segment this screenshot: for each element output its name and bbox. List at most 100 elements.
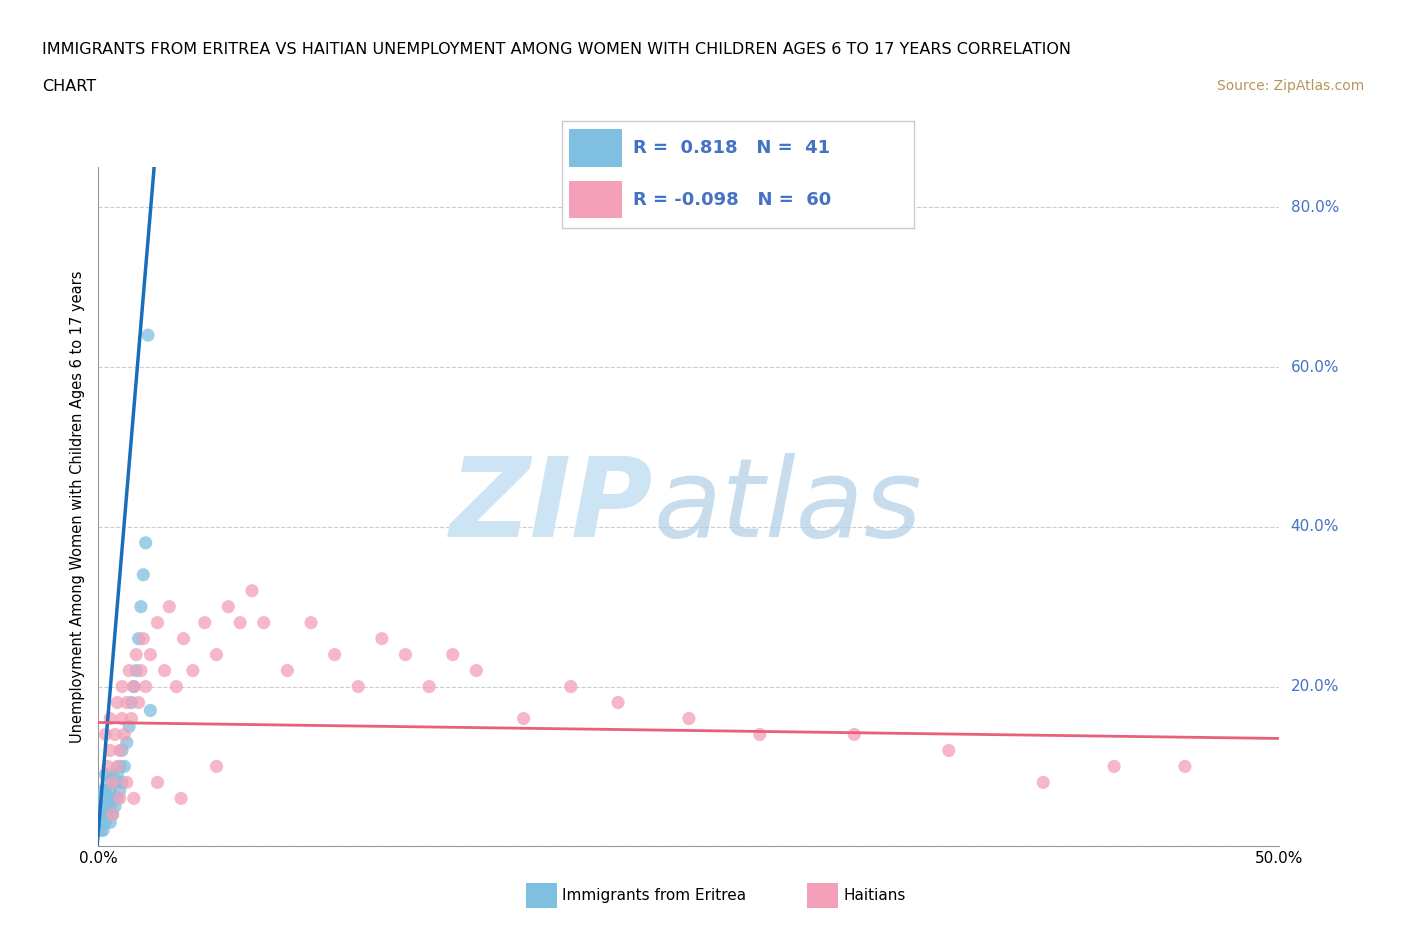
Point: [129, 663, 152, 678]
Point: [139, 703, 162, 718]
Point: [94, 799, 117, 814]
Point: [101, 807, 124, 822]
Point: [115, 695, 138, 710]
Point: [1174, 759, 1197, 774]
FancyBboxPatch shape: [569, 180, 621, 219]
Point: [135, 536, 157, 551]
Text: 40.0%: 40.0%: [1291, 519, 1339, 535]
FancyBboxPatch shape: [569, 129, 621, 166]
Point: [90, 799, 112, 814]
Point: [90, 815, 112, 830]
Point: [91, 823, 114, 838]
Point: [938, 743, 960, 758]
Point: [105, 767, 128, 782]
Point: [94, 783, 117, 798]
Point: [91, 783, 114, 798]
Point: [98, 743, 121, 758]
Text: ZIP: ZIP: [450, 453, 654, 561]
Point: [104, 799, 127, 814]
Point: [115, 735, 138, 750]
Point: [1102, 759, 1125, 774]
Point: [121, 695, 143, 710]
Point: [136, 327, 159, 342]
Text: R = -0.098   N =  60: R = -0.098 N = 60: [633, 191, 831, 208]
Point: [157, 599, 180, 614]
Text: IMMIGRANTS FROM ERITREA VS HAITIAN UNEMPLOYMENT AMONG WOMEN WITH CHILDREN AGES 6: IMMIGRANTS FROM ERITREA VS HAITIAN UNEMP…: [42, 42, 1071, 57]
Point: [128, 695, 150, 710]
Point: [128, 631, 150, 646]
Text: CHART: CHART: [42, 79, 96, 94]
Point: [465, 663, 488, 678]
Text: Haitians: Haitians: [844, 888, 905, 903]
Point: [90, 807, 112, 822]
Point: [94, 727, 117, 742]
Point: [253, 616, 276, 631]
Point: [108, 743, 131, 758]
Point: [97, 790, 120, 805]
Point: [132, 567, 155, 582]
Point: [172, 631, 194, 646]
Point: [323, 647, 346, 662]
Point: [194, 616, 217, 631]
Point: [748, 727, 770, 742]
Point: [146, 775, 169, 790]
Text: 60.0%: 60.0%: [1291, 360, 1339, 375]
Point: [118, 719, 141, 734]
Point: [101, 807, 124, 822]
Point: [94, 767, 117, 782]
Point: [170, 790, 193, 805]
Point: [1032, 775, 1054, 790]
Point: [135, 679, 157, 694]
Point: [112, 727, 135, 742]
Point: [371, 631, 394, 646]
Point: [418, 679, 440, 694]
Point: [122, 679, 145, 694]
Point: [111, 743, 134, 758]
Point: [394, 647, 416, 662]
Point: [97, 807, 120, 822]
Text: 80.0%: 80.0%: [1291, 200, 1339, 215]
Point: [104, 727, 127, 742]
Point: [118, 663, 141, 678]
Point: [111, 775, 134, 790]
Point: [105, 759, 128, 774]
Point: [108, 790, 131, 805]
Point: [97, 759, 120, 774]
Point: [91, 807, 114, 822]
Point: [101, 767, 124, 782]
Point: [111, 679, 134, 694]
Point: [560, 679, 582, 694]
Point: [347, 679, 370, 694]
Point: [129, 599, 152, 614]
Point: [98, 799, 121, 814]
Text: Immigrants from Eritrea: Immigrants from Eritrea: [562, 888, 747, 903]
Point: [121, 711, 143, 726]
Point: [111, 711, 134, 726]
Point: [122, 679, 145, 694]
Point: [98, 815, 121, 830]
Point: [217, 599, 239, 614]
Point: [229, 616, 252, 631]
Point: [240, 583, 263, 598]
Point: [512, 711, 534, 726]
Point: [105, 695, 128, 710]
Point: [125, 647, 148, 662]
Point: [205, 647, 228, 662]
Point: [146, 616, 169, 631]
Point: [607, 695, 630, 710]
Point: [276, 663, 298, 678]
Point: [112, 759, 135, 774]
Point: [122, 790, 145, 805]
Y-axis label: Unemployment Among Women with Children Ages 6 to 17 years: Unemployment Among Women with Children A…: [70, 271, 86, 743]
Point: [108, 783, 131, 798]
Point: [91, 790, 114, 805]
Text: 20.0%: 20.0%: [1291, 679, 1339, 694]
Point: [678, 711, 700, 726]
Point: [181, 663, 204, 678]
Point: [104, 775, 127, 790]
Text: Source: ZipAtlas.com: Source: ZipAtlas.com: [1216, 79, 1364, 93]
Point: [101, 775, 124, 790]
Point: [205, 759, 228, 774]
Point: [115, 775, 138, 790]
Point: [108, 759, 131, 774]
